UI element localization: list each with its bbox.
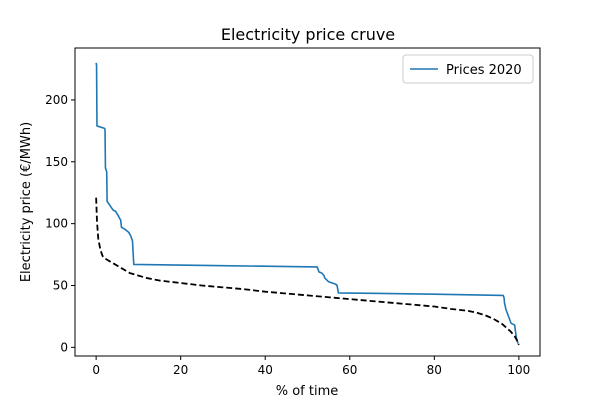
y-tick-label: 0 <box>60 340 68 354</box>
x-tick-label: 60 <box>342 363 357 377</box>
x-tick-label: 40 <box>258 363 273 377</box>
y-tick-label: 150 <box>45 155 68 169</box>
legend: Prices 2020 <box>402 54 534 84</box>
series-lines <box>95 62 520 346</box>
x-tick-label: 0 <box>92 363 100 377</box>
reference-dashed-line <box>95 197 520 346</box>
legend-label: Prices 2020 <box>446 63 522 78</box>
x-tick-label: 20 <box>173 363 188 377</box>
x-tick-label: 80 <box>427 363 442 377</box>
y-tick-label: 100 <box>45 217 68 231</box>
plot-frame <box>74 47 541 357</box>
x-axis-label: % of time <box>276 384 339 399</box>
legend-box <box>402 54 534 84</box>
y-axis: 0 50 100 150 200 <box>45 93 75 354</box>
series-line-prices-2020 <box>95 62 519 344</box>
chart-title: Electricity price cruve <box>221 25 395 44</box>
y-tick-label: 50 <box>53 278 68 292</box>
plot-area <box>74 47 541 357</box>
y-tick-label: 200 <box>45 93 68 107</box>
x-tick-label: 100 <box>507 363 530 377</box>
y-axis-label: Electricity price (€/MWh) <box>19 122 34 282</box>
x-axis: 0 20 40 60 80 100 <box>92 356 530 377</box>
